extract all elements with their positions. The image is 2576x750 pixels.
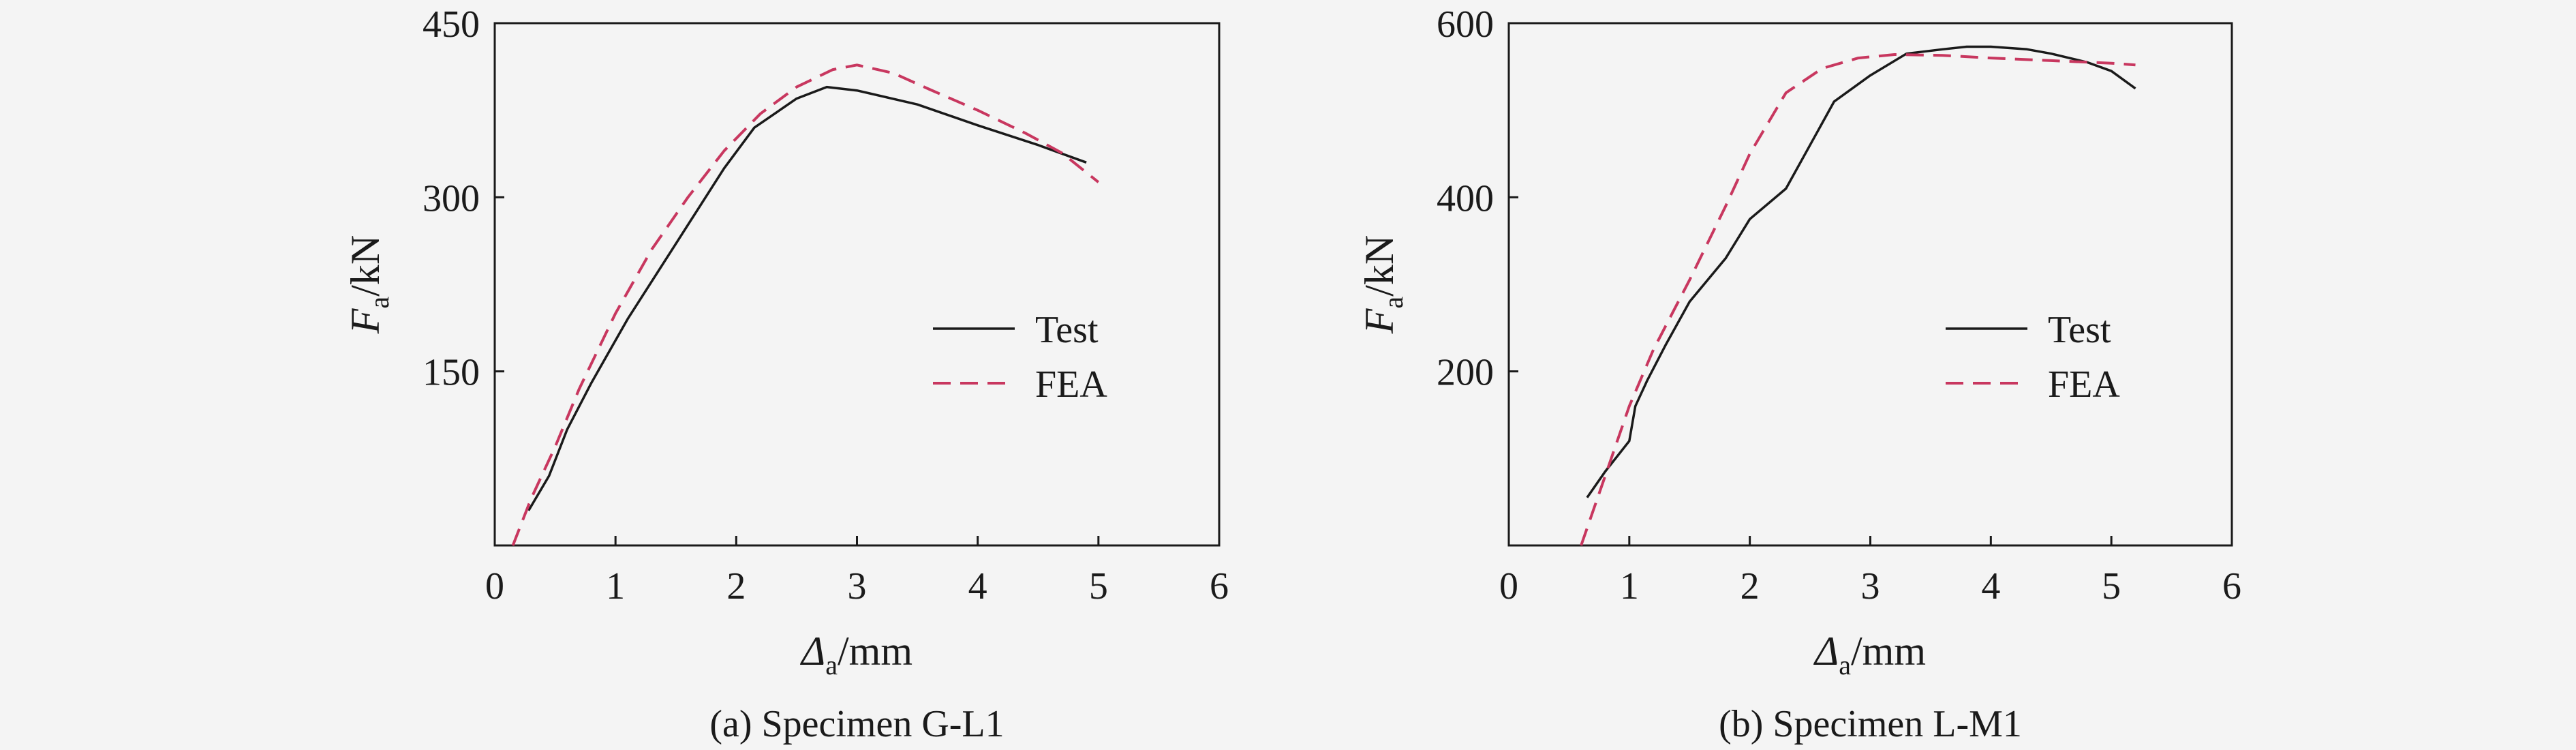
series-line-fea <box>511 63 1100 546</box>
y-tick-label: 600 <box>1437 3 1494 46</box>
plot-frame <box>493 22 1221 547</box>
panel-caption: (a) Specimen G-L1 <box>709 703 1004 745</box>
y-axis-symbol: F <box>1357 308 1402 334</box>
x-tick-label: 4 <box>1981 565 2000 608</box>
series-line-test <box>527 85 1087 511</box>
x-tick-label: 2 <box>1741 565 1760 608</box>
x-tick-label: 1 <box>1620 565 1639 608</box>
y-axis-label: Fa/kN <box>343 235 395 334</box>
legend-label-test: Test <box>1035 309 1099 351</box>
x-tick-label: 5 <box>2102 565 2121 608</box>
y-axis-unit: /kN <box>343 235 388 297</box>
series-line-fea <box>1580 53 2136 546</box>
x-tick-label: 0 <box>485 565 504 608</box>
x-tick-label: 4 <box>968 565 987 608</box>
x-axis-subscript: a <box>825 650 838 680</box>
y-axis-subscript: a <box>364 297 395 309</box>
x-tick-label: 0 <box>1499 565 1518 608</box>
y-axis-symbol: F <box>343 308 388 334</box>
x-tick-label: 2 <box>726 565 746 608</box>
x-axis-unit: /mm <box>838 629 913 674</box>
x-tick-label: 5 <box>1089 565 1108 608</box>
series-line-test <box>1586 45 2136 498</box>
legend-label-fea: FEA <box>2048 363 2120 406</box>
legend-label-fea: FEA <box>1035 363 1107 406</box>
y-tick-label: 150 <box>423 352 480 394</box>
legend-label-test: Test <box>2048 309 2111 351</box>
y-axis-unit: /kN <box>1357 235 1402 297</box>
x-tick-label: 1 <box>606 565 625 608</box>
x-axis-symbol: Δ <box>1813 629 1839 674</box>
chart-panel-a: 0 1 2 3 4 5 6 150 300 450 Test FEA Δa/mm Fa/kN (a) Spe… <box>343 3 1229 745</box>
plot-frame <box>1507 22 2233 547</box>
chart-panel-b: 0 1 2 3 4 5 6 200 400 600 Test FEA Δa/mm Fa/kN (b) Spe… <box>1357 3 2241 745</box>
y-tick-label: 300 <box>423 177 480 220</box>
x-tick-label: 3 <box>1861 565 1880 608</box>
x-axis-symbol: Δ <box>800 629 825 674</box>
x-axis-subscript: a <box>1839 650 1851 680</box>
y-axis-label: Fa/kN <box>1357 235 1409 334</box>
x-axis-label: Δa/mm <box>800 629 913 680</box>
x-tick-label: 6 <box>1210 565 1229 608</box>
y-tick-label: 200 <box>1437 352 1494 394</box>
y-axis-subscript: a <box>1378 297 1409 309</box>
panel-caption: (b) Specimen L-M1 <box>1719 703 2022 745</box>
y-tick-label: 450 <box>423 3 480 46</box>
x-tick-label: 6 <box>2222 565 2241 608</box>
x-axis-unit: /mm <box>1851 629 1926 674</box>
y-tick-label: 400 <box>1437 177 1494 220</box>
x-axis-label: Δa/mm <box>1813 629 1926 680</box>
x-tick-label: 3 <box>848 565 867 608</box>
